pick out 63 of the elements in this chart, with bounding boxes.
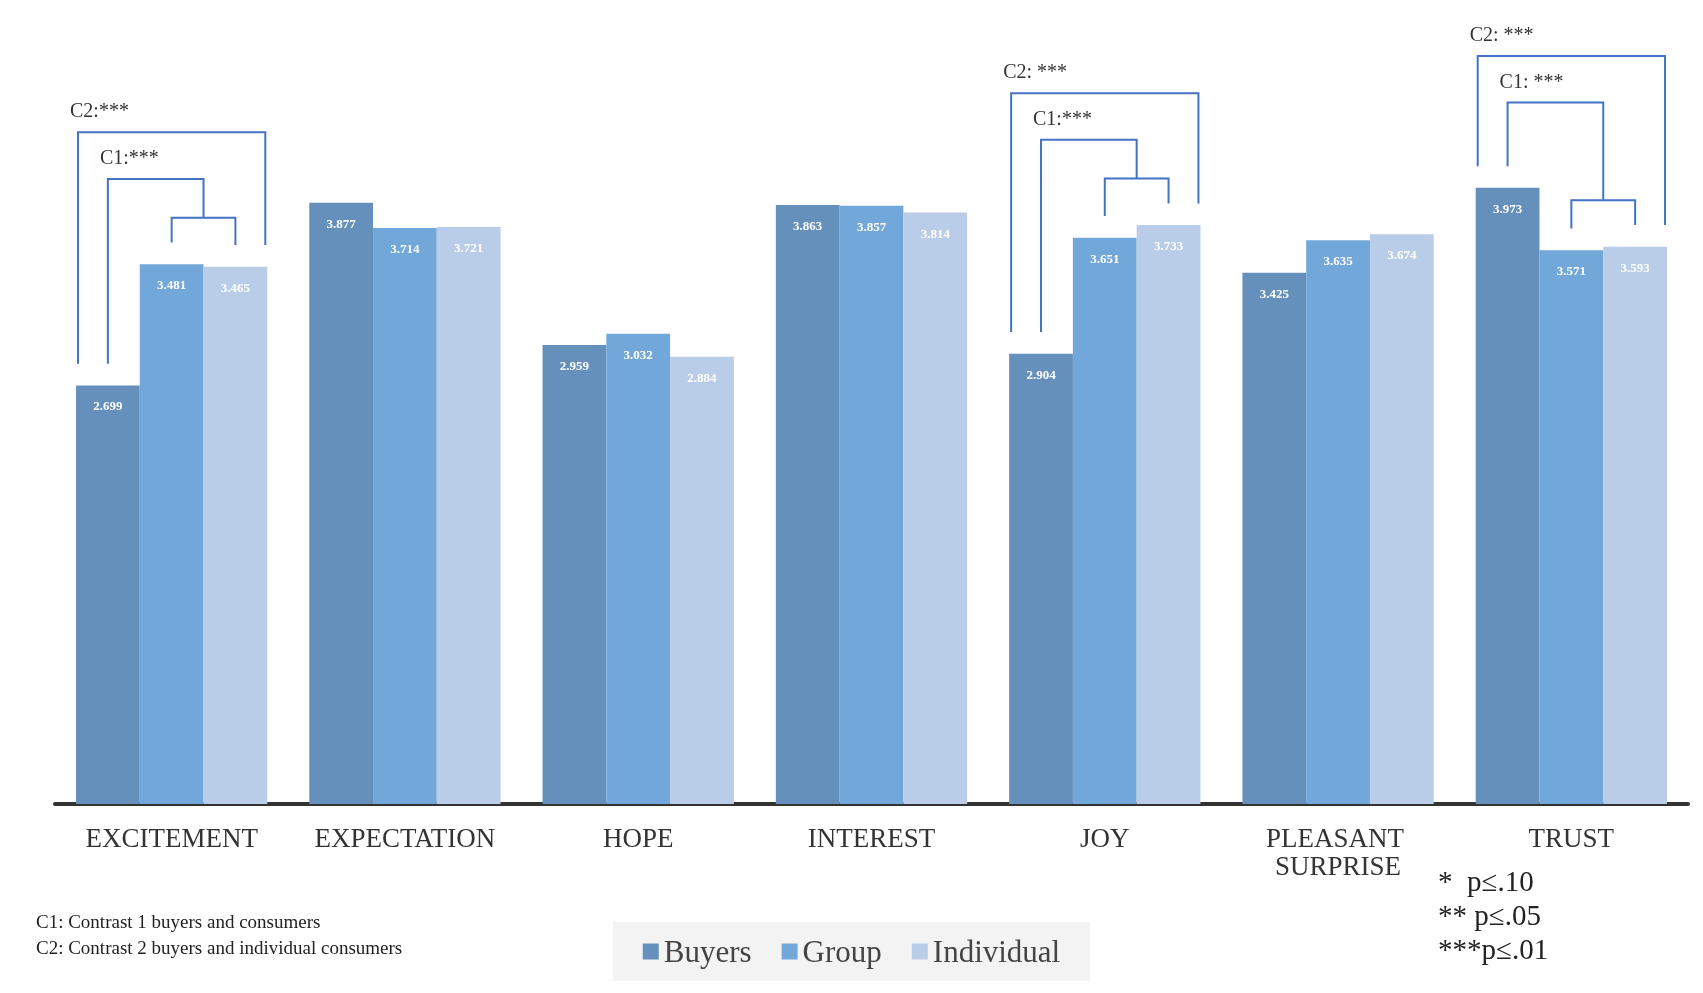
data-label: 3.032 (623, 346, 653, 362)
bar (139, 264, 204, 804)
x-tick-label: PLEASANT SURPRISE (1265, 823, 1411, 881)
bar (670, 356, 734, 804)
text: ** p≤.05 (1438, 898, 1541, 931)
bar (1306, 240, 1370, 804)
data-label: 2.884 (687, 369, 718, 385)
data-label: 3.877 (326, 215, 357, 231)
data-label: 3.714 (390, 241, 421, 257)
x-tick-label: EXPECTATION (314, 823, 496, 853)
legend-label: Individual (932, 934, 1061, 969)
x-tick-label: TRUST (1528, 823, 1615, 853)
bar (775, 204, 840, 804)
text: C2: Contrast 2 buyers and individual consumers (36, 937, 403, 958)
bar (1242, 272, 1307, 804)
data-label: 3.674 (1387, 247, 1417, 263)
bar (1072, 237, 1137, 804)
bar (606, 333, 671, 804)
text: C1:*** (99, 145, 159, 168)
data-label: 2.959 (559, 358, 590, 374)
text: C2: *** (1003, 60, 1068, 83)
text: C1: Contrast 1 buyers and consumers (36, 911, 321, 932)
legend-label: Group (802, 934, 882, 969)
legend-label: Buyers (663, 934, 752, 969)
data-label: 3.425 (1259, 285, 1290, 301)
data-label: 3.857 (856, 218, 887, 234)
bar (436, 226, 501, 804)
text: ***p≤.01 (1438, 932, 1549, 965)
bar (542, 345, 607, 804)
bar (1009, 353, 1073, 804)
x-tick-label: INTEREST (807, 823, 936, 853)
bar (373, 228, 437, 804)
data-label: 2.904 (1026, 366, 1057, 382)
text: C2:*** (70, 99, 129, 122)
bar (1369, 234, 1434, 804)
data-label: 3.651 (1090, 250, 1120, 266)
data-label: 3.465 (220, 279, 251, 295)
x-tick-label: HOPE (602, 823, 674, 853)
text: C1: *** (1499, 69, 1564, 92)
data-label: 3.481 (157, 277, 187, 293)
text: * p≤.10 (1438, 864, 1534, 897)
bar (76, 385, 140, 804)
bar (1475, 187, 1540, 804)
data-label: 3.973 (1492, 200, 1523, 216)
x-tick-label: EXCITEMENT (85, 823, 259, 853)
bar (839, 205, 904, 804)
x-tick-label: JOY (1080, 823, 1130, 853)
data-label: 2.699 (93, 398, 123, 414)
data-label: 3.733 (1153, 238, 1184, 254)
data-label: 3.814 (920, 225, 951, 241)
text: C1:*** (1033, 106, 1092, 129)
bar (903, 212, 968, 804)
text: C2: *** (1469, 23, 1534, 46)
bar (1539, 250, 1604, 804)
data-label: 3.635 (1323, 253, 1354, 269)
bar (203, 266, 268, 804)
data-label: 3.593 (1620, 259, 1651, 275)
bar (1603, 246, 1667, 804)
bar (309, 202, 374, 804)
data-label: 3.571 (1556, 263, 1586, 279)
data-label: 3.863 (793, 217, 823, 233)
data-label: 3.721 (454, 239, 484, 255)
bar (1136, 225, 1201, 804)
